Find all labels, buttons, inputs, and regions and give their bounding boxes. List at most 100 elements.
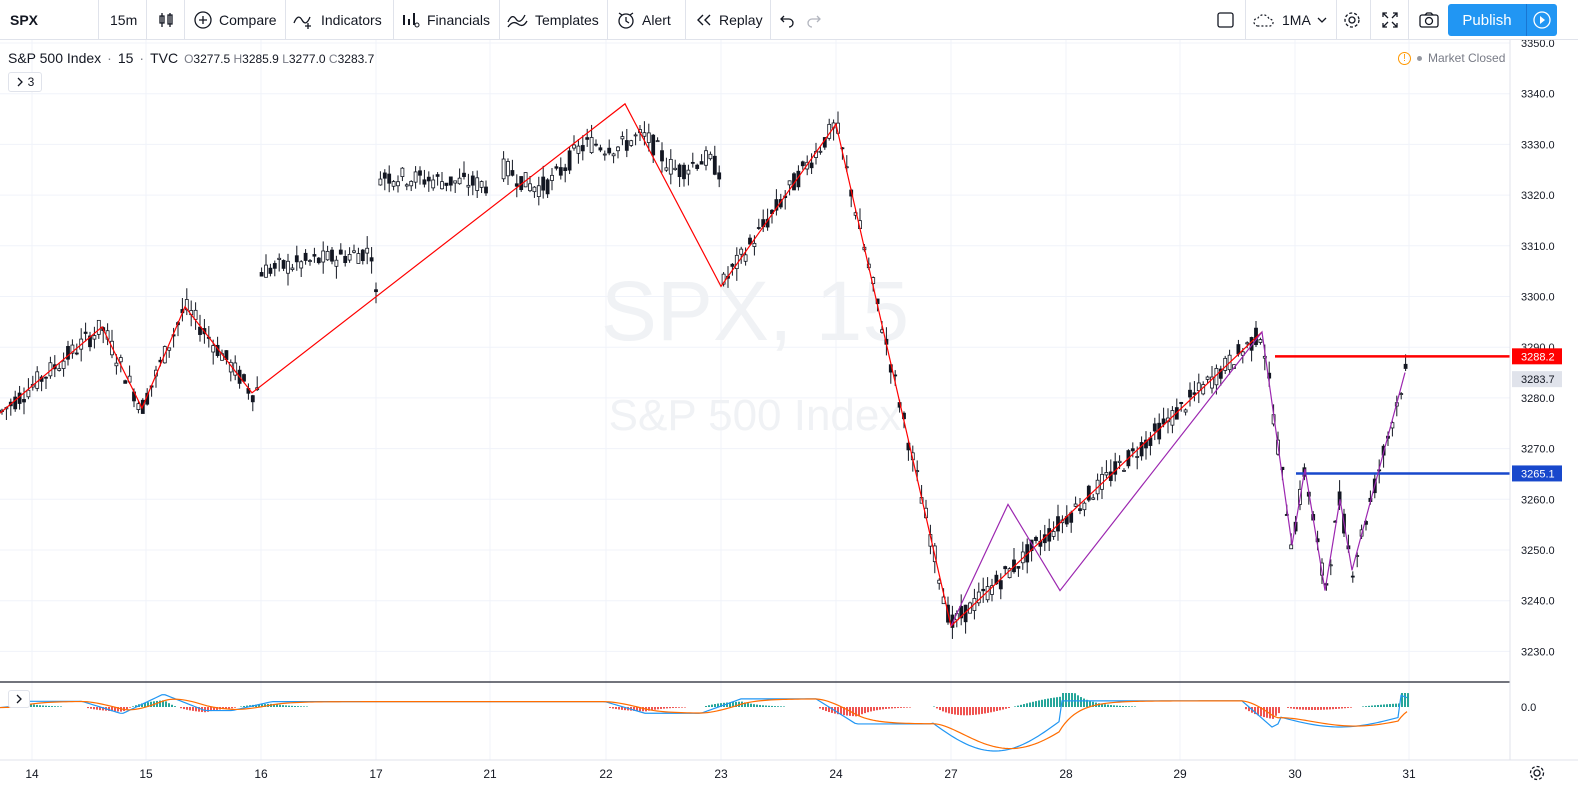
histogram-bar (663, 707, 665, 709)
histogram-bar (960, 707, 962, 716)
histogram-bar (231, 707, 233, 709)
candle-body (1161, 418, 1166, 425)
publish-button[interactable]: Publish (1448, 4, 1526, 36)
histogram-bar (1398, 703, 1400, 707)
histogram-bar (633, 707, 635, 711)
histogram-bar (672, 707, 674, 709)
snapshot-button[interactable] (1418, 0, 1440, 40)
histogram-bar (159, 700, 161, 707)
histogram-bar (150, 701, 152, 707)
undo-button[interactable] (779, 0, 795, 40)
redo-button[interactable] (806, 0, 822, 40)
histogram-bar (51, 706, 53, 707)
price-chart[interactable]: SPX, 15 S&P 500 Index 3350.0 3340.0 3330.0… (0, 40, 1578, 792)
candle-body (1007, 568, 1012, 579)
histogram-bar (876, 707, 878, 711)
histogram-bar (1392, 703, 1394, 707)
templates-button[interactable]: Templates (507, 0, 599, 40)
legend-collapse-button[interactable]: 3 (8, 72, 42, 92)
candle-body (123, 380, 128, 384)
histogram-bar (684, 707, 686, 708)
candle-body (1003, 566, 1008, 570)
candle-body (378, 178, 383, 186)
histogram-bar (825, 707, 827, 712)
candle-body (598, 147, 603, 151)
indicator-collapse-button[interactable] (8, 690, 30, 708)
histogram-bar (1092, 701, 1094, 707)
chart-style-button[interactable] (157, 0, 175, 40)
chevron-right-icon (17, 77, 23, 87)
candle-body (730, 263, 735, 267)
candle-body (198, 326, 202, 335)
histogram-bar (732, 702, 734, 707)
high-label: H (233, 52, 243, 66)
macd-axis-label: 0.0 (1521, 702, 1536, 714)
histogram-bar (828, 707, 830, 713)
symbol-search[interactable]: SPX (10, 0, 38, 40)
watermark-symbol: SPX, 15 (601, 264, 909, 358)
financials-label: Financials (427, 12, 491, 28)
financials-icon (403, 13, 420, 28)
indicators-button[interactable]: Indicators (293, 0, 382, 40)
time-axis[interactable]: 14 15 16 17 21 22 23 24 27 28 29 30 31 (25, 767, 1416, 781)
histogram-bar (183, 707, 185, 710)
candle-body (664, 167, 669, 171)
candle-body (633, 134, 638, 137)
histogram-bar (753, 704, 755, 707)
histogram-bar (1089, 700, 1091, 707)
save-layout-button[interactable]: 1MA (1252, 0, 1327, 40)
candle-body (686, 169, 691, 175)
histogram-bar (171, 704, 173, 707)
histogram-bar (1395, 703, 1397, 707)
candle-body (501, 158, 506, 180)
fullscreen-button[interactable] (1381, 0, 1399, 40)
replay-button[interactable]: Replay (695, 0, 763, 40)
histogram-bar (1116, 705, 1118, 707)
square-icon (1217, 12, 1234, 28)
histogram-bar (102, 707, 104, 711)
histogram-bar (1404, 693, 1406, 707)
candle-body (1113, 461, 1118, 475)
publish-dropdown-button[interactable] (1526, 4, 1557, 36)
layout-button[interactable] (1216, 0, 1236, 40)
financials-button[interactable]: Financials (401, 0, 490, 40)
zigzag-overlay[interactable] (0, 102, 1406, 628)
candle-body (479, 181, 484, 188)
histogram-bar (1263, 707, 1265, 718)
candle-body (629, 140, 634, 146)
histogram-bar (156, 700, 158, 707)
divider (770, 0, 771, 40)
alert-button[interactable]: Alert (616, 0, 671, 40)
candle-body (431, 179, 436, 189)
histogram-bar (981, 707, 983, 714)
histogram-bar (867, 707, 869, 713)
candle-body (1152, 423, 1157, 432)
candle-body (1258, 339, 1263, 343)
histogram-bar (1401, 693, 1403, 707)
indicator-count: 3 (27, 75, 35, 89)
candle-body (418, 170, 422, 176)
histogram-bar (141, 703, 143, 707)
candle-body (1210, 376, 1214, 389)
histogram-bar (642, 707, 644, 712)
candle-body (752, 242, 757, 247)
histogram-bar (1368, 705, 1370, 707)
horizontal-lines[interactable] (1275, 355, 1510, 475)
histogram-bar (819, 707, 821, 709)
histogram-bar (36, 704, 38, 707)
cloud-icon (1253, 14, 1274, 27)
settings-button[interactable] (1342, 0, 1362, 40)
histogram-bar (1062, 693, 1064, 707)
histogram-bar (747, 703, 749, 707)
candle-body (959, 606, 964, 619)
chart-settings-button[interactable] (1528, 764, 1546, 787)
interval-button[interactable]: 15m (110, 0, 137, 40)
candle-body (369, 257, 374, 262)
price-axis[interactable]: 3350.03340.03330.03320.03310.03300.03290… (1521, 40, 1555, 714)
candle-body (976, 591, 981, 604)
candle-body (22, 398, 26, 403)
price-tick-label: 3260.0 (1521, 494, 1555, 506)
histogram-bar (1377, 704, 1379, 707)
compare-button[interactable]: Compare (193, 0, 277, 40)
histogram-bar (1014, 706, 1016, 707)
